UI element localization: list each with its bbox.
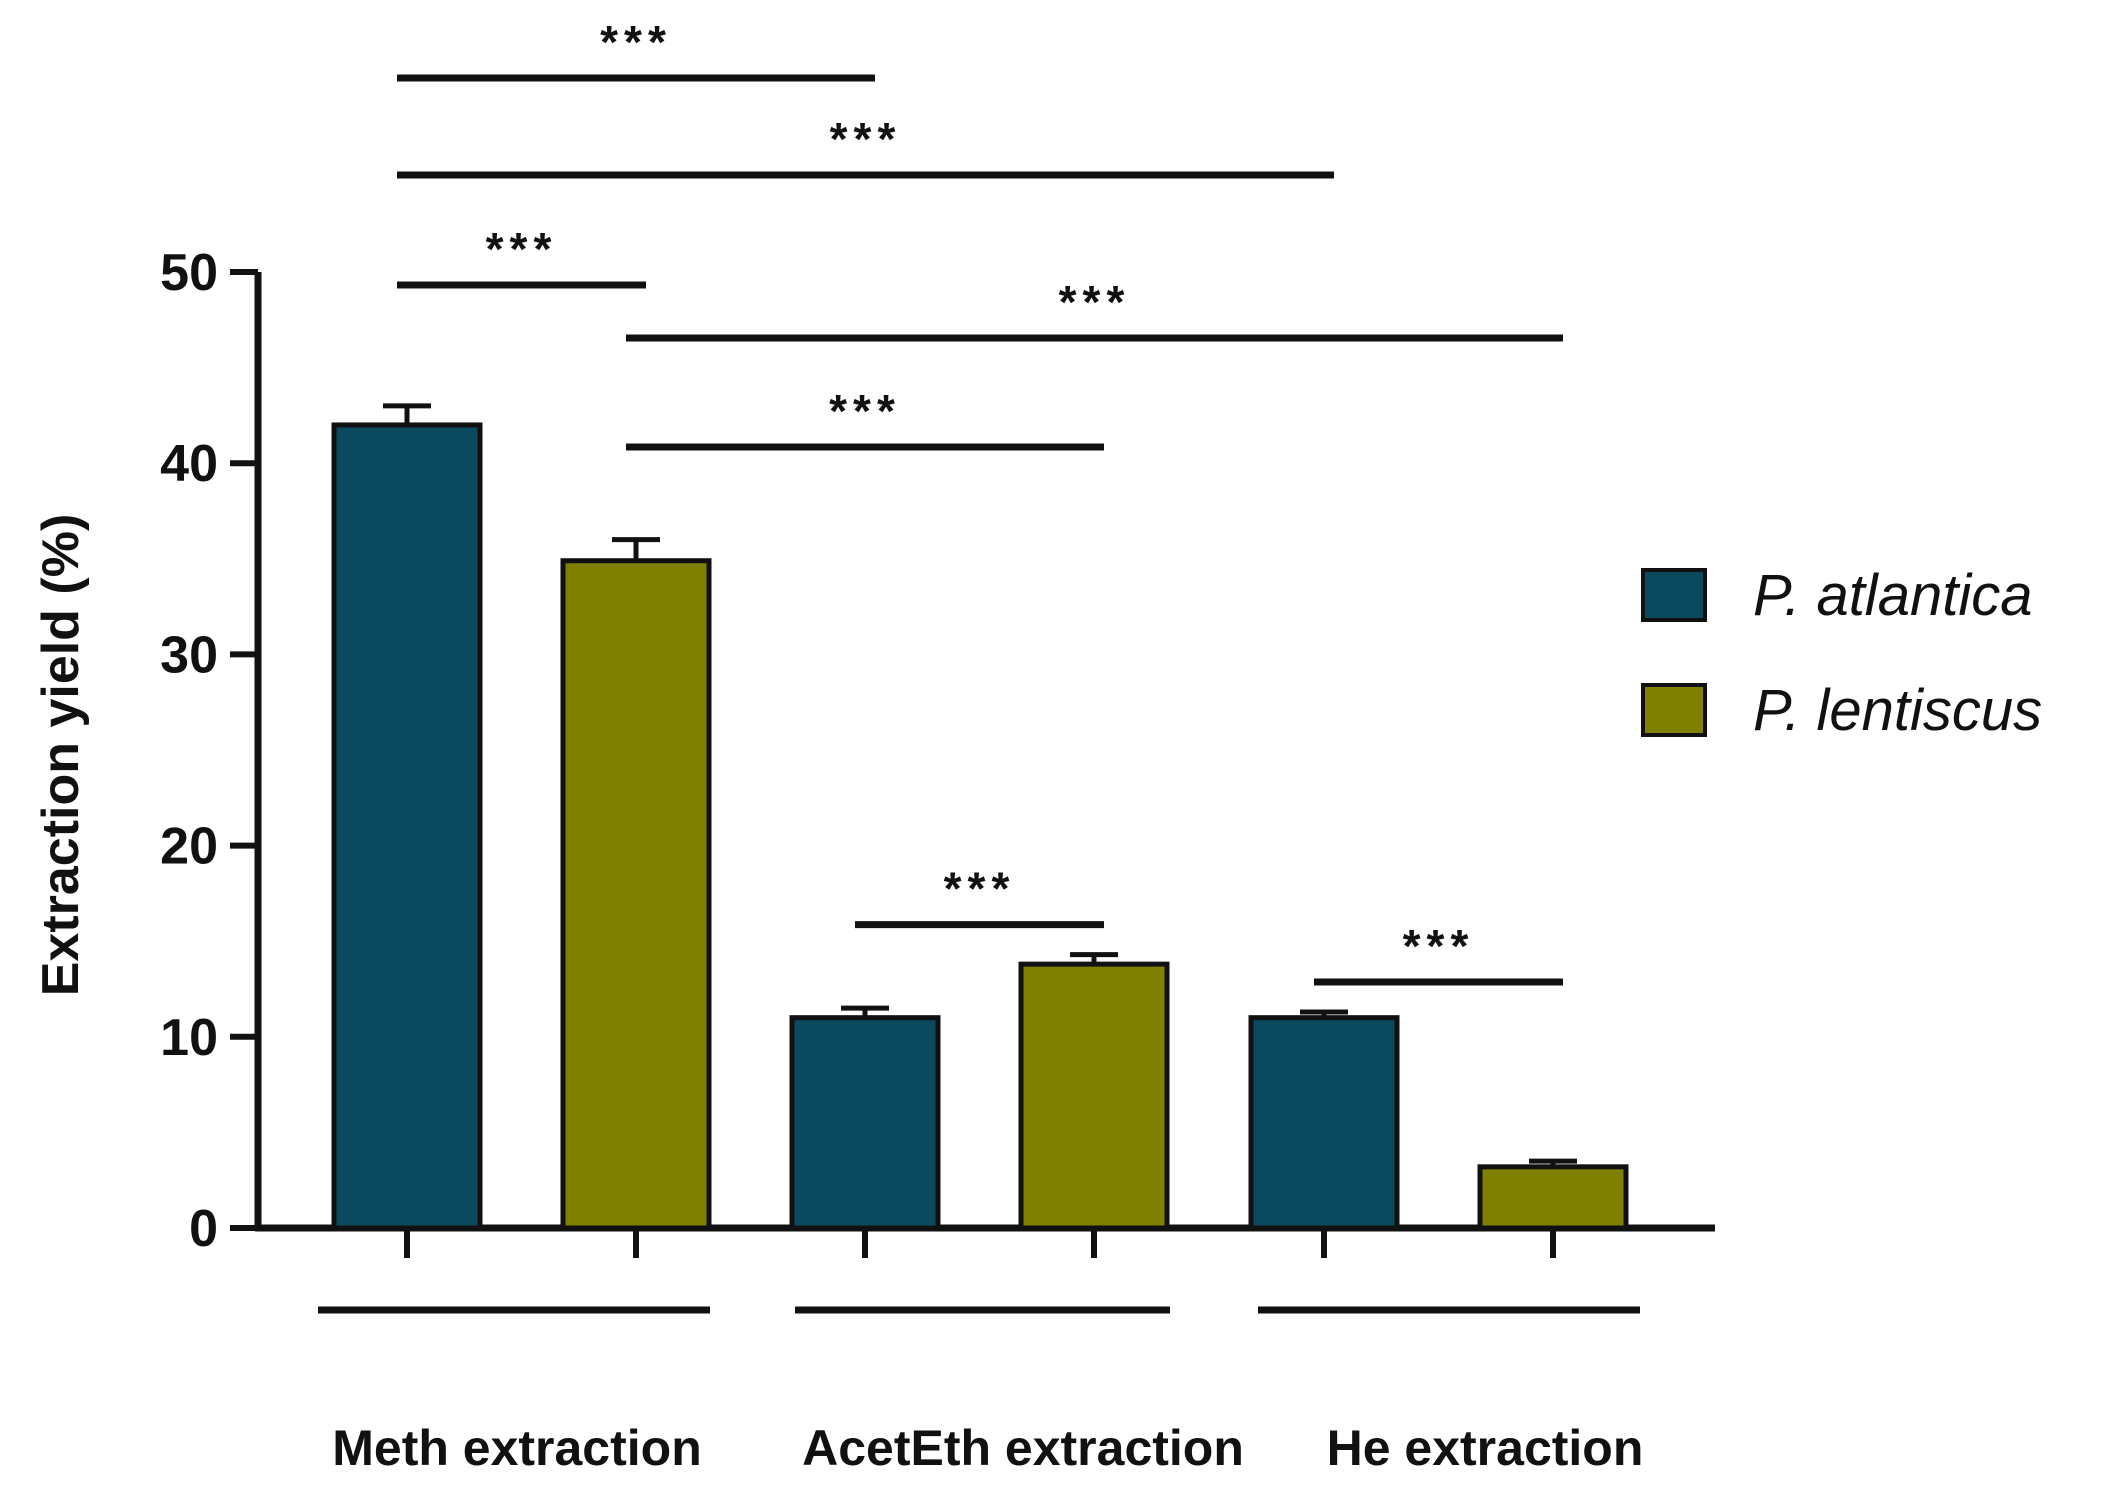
legend-swatch bbox=[1641, 568, 1707, 622]
significance-label: *** bbox=[1059, 276, 1131, 328]
y-tick-label: 40 bbox=[160, 435, 218, 493]
y-tick-label: 10 bbox=[160, 1009, 218, 1067]
group-label: Meth extraction bbox=[332, 1420, 702, 1476]
significance-label: *** bbox=[1403, 920, 1475, 972]
bar bbox=[1248, 1015, 1400, 1231]
bar bbox=[560, 558, 712, 1231]
bars bbox=[331, 403, 1629, 1231]
y-tick-label: 30 bbox=[160, 626, 218, 684]
group-labels: Meth extraction AcetEth extraction He extr… bbox=[318, 1306, 1644, 1476]
significance-label: *** bbox=[486, 223, 558, 275]
legend-label: P. lentiscus bbox=[1753, 678, 2042, 743]
group-label: He extraction bbox=[1327, 1420, 1644, 1476]
legend: P. atlantica P. lentiscus bbox=[1641, 563, 2042, 743]
legend-label: P. atlantica bbox=[1753, 563, 2032, 628]
y-axis-label: Extraction yield (%) bbox=[32, 514, 90, 997]
y-tick-label: 20 bbox=[160, 818, 218, 876]
bar bbox=[1018, 961, 1170, 1231]
y-tick-label: 0 bbox=[189, 1200, 218, 1258]
bar bbox=[789, 1015, 941, 1231]
significance-label: *** bbox=[829, 385, 901, 437]
y-tick-label: 50 bbox=[160, 244, 218, 302]
legend-swatch bbox=[1641, 683, 1707, 737]
significance-label: *** bbox=[600, 16, 672, 68]
axes: 0 10 20 30 40 50 bbox=[160, 244, 1715, 1258]
significance-brackets: *** *** *** *** *** *** *** bbox=[397, 16, 1563, 986]
bar bbox=[331, 422, 483, 1231]
group-label: AcetEth extraction bbox=[802, 1420, 1244, 1476]
significance-label: *** bbox=[944, 863, 1016, 915]
significance-label: *** bbox=[830, 113, 902, 165]
bar bbox=[1477, 1164, 1629, 1231]
